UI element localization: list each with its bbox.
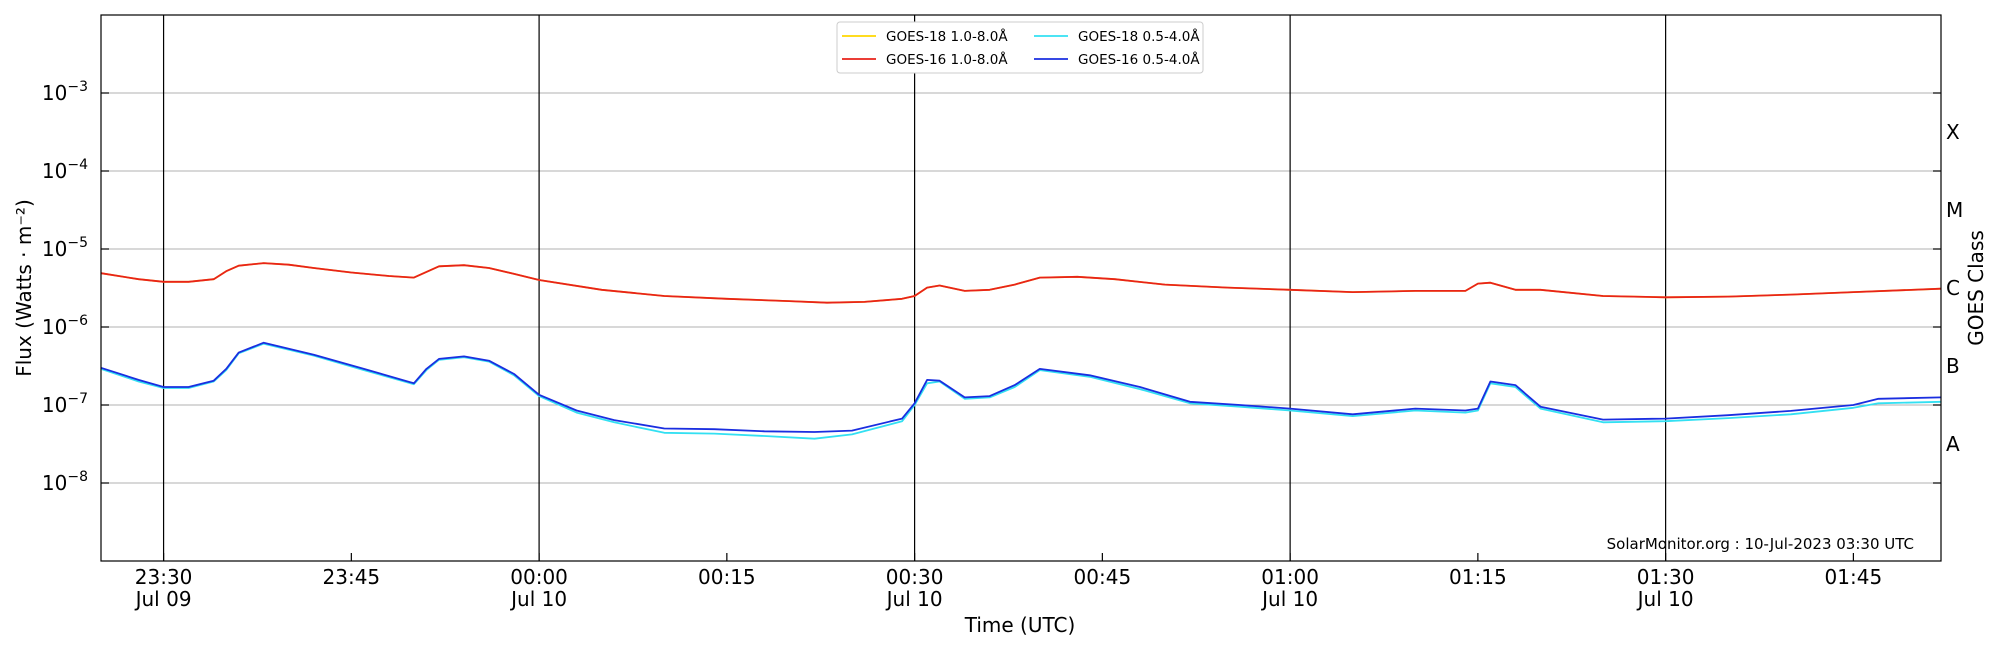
plot-frame xyxy=(100,14,1942,562)
x-tick-label: 01:15 xyxy=(1449,565,1507,589)
x-tick-sublabel: Jul 10 xyxy=(885,587,943,611)
x-tick-sublabel: Jul 10 xyxy=(1636,587,1694,611)
y-tick-label: 10−7 xyxy=(42,391,88,417)
credit-label: SolarMonitor.org : 10-Jul-2023 03:30 UTC xyxy=(1607,535,1914,553)
y-axis-ticks: 10−8 10−7 10−6 10−5 10−4 10−3 xyxy=(42,79,1941,495)
x-tick-label: 01:30 xyxy=(1637,565,1695,589)
x-tick-sublabel: Jul 10 xyxy=(1260,587,1318,611)
y-tick-label: 10−8 xyxy=(42,469,88,495)
goes-class-label: X xyxy=(1946,120,1960,144)
x-tick-label: 00:15 xyxy=(698,565,756,589)
goes-class-label: B xyxy=(1946,354,1960,378)
y-tick-label: 10−6 xyxy=(42,313,88,339)
y-tick-label: 10−5 xyxy=(42,235,88,261)
y-axis-title: Flux (Watts · m⁻²) xyxy=(12,199,36,377)
legend: GOES-18 1.0-8.0Å GOES-16 1.0-8.0Å GOES-18 … xyxy=(836,21,1204,74)
x-tick-label: 01:45 xyxy=(1825,565,1883,589)
goes-class-label: C xyxy=(1946,276,1960,300)
grid-lines xyxy=(101,92,1941,484)
x-tick-label: 23:45 xyxy=(323,565,381,589)
goes-class-label: M xyxy=(1946,198,1963,222)
series-line-3 xyxy=(100,341,1942,433)
legend-box xyxy=(836,21,1204,74)
legend-label: GOES-18 1.0-8.0Å xyxy=(886,28,1008,45)
x-tick-label: 23:30 xyxy=(135,565,193,589)
series-line-1 xyxy=(100,262,1942,304)
legend-label: GOES-16 1.0-8.0Å xyxy=(886,51,1008,68)
day-boundary-lines xyxy=(162,15,1667,561)
goes-class-label: A xyxy=(1946,432,1960,456)
x-tick-label: 00:30 xyxy=(886,565,944,589)
x-tick-sublabel: Jul 10 xyxy=(509,587,567,611)
right-axis-title: GOES Class xyxy=(1964,230,1988,346)
y-tick-label: 10−4 xyxy=(42,157,88,183)
x-axis-title: Time (UTC) xyxy=(964,613,1076,637)
series-lines xyxy=(100,262,1942,440)
x-tick-label: 00:00 xyxy=(510,565,568,589)
legend-label: GOES-18 0.5-4.0Å xyxy=(1078,28,1200,45)
goes-class-labels: A B C M X xyxy=(1946,120,1963,456)
legend-label: GOES-16 0.5-4.0Å xyxy=(1078,51,1200,68)
x-tick-sublabel: Jul 09 xyxy=(134,587,192,611)
x-tick-label: 00:45 xyxy=(1074,565,1132,589)
y-tick-label: 10−3 xyxy=(42,79,88,105)
x-tick-label: 01:00 xyxy=(1261,565,1319,589)
